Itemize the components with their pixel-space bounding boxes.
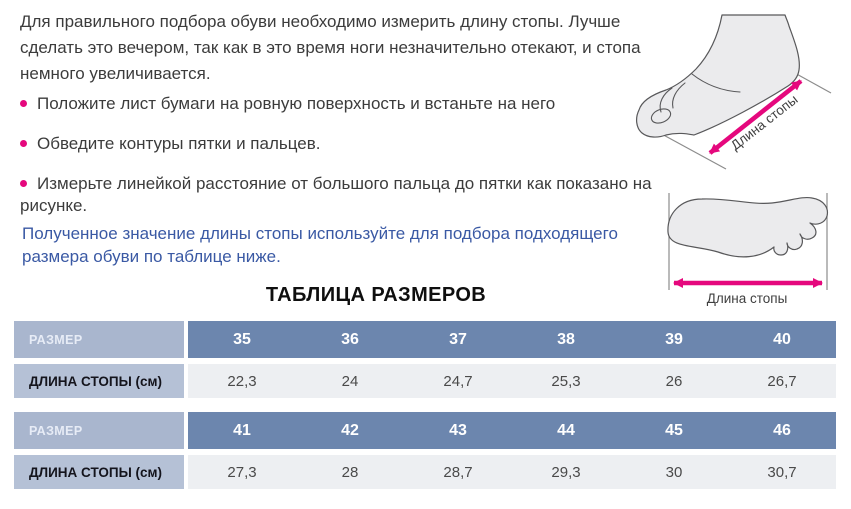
size-table-title: ТАБЛИЦА РАЗМЕРОВ — [265, 284, 487, 306]
length-cell: 25,3 — [512, 364, 620, 398]
size-cell: 39 — [620, 321, 728, 358]
size-cell: 46 — [728, 412, 836, 449]
extent-line-heel — [792, 71, 832, 94]
length-arrow-diagonal — [708, 79, 803, 155]
length-cell: 24 — [296, 364, 404, 398]
bullet-dot-icon — [20, 180, 27, 187]
instruction-bullet-2: Обведите контуры пятки и пальцев. — [20, 133, 676, 155]
sole-foot-illustration — [667, 196, 829, 258]
length-cell: 30,7 — [728, 455, 836, 489]
bullet-text: Положите лист бумаги на ровную поверхнос… — [37, 94, 556, 113]
size-cell: 42 — [296, 412, 404, 449]
instruction-bullet-3: Измерьте линейкой расстояние от большого… — [20, 173, 676, 217]
length-cell: 26 — [620, 364, 728, 398]
extent-line-toe — [657, 131, 727, 170]
size-cell: 38 — [512, 321, 620, 358]
note-paragraph: Полученное значение длины стопы использу… — [22, 224, 618, 266]
size-table-2: РАЗМЕР 41 42 43 44 45 46 ДЛИНА СТОПЫ (см… — [14, 412, 836, 489]
size-row: РАЗМЕР 41 42 43 44 45 46 — [14, 412, 836, 449]
size-cell: 44 — [512, 412, 620, 449]
length-cell: 24,7 — [404, 364, 512, 398]
bullet-dot-icon — [20, 140, 27, 147]
size-cell: 40 — [728, 321, 836, 358]
length-cell: 29,3 — [512, 455, 620, 489]
size-cell: 35 — [188, 321, 296, 358]
foot-side-view-diagram: Длина стопы — [636, 14, 832, 170]
foot-sole-view-diagram: Длина стопы — [667, 193, 829, 306]
length-row: ДЛИНА СТОПЫ (см) 27,3 28 28,7 29,3 30 30… — [14, 455, 836, 489]
toe-crease-line — [672, 82, 686, 109]
bullet-text: Измерьте линейкой расстояние от большого… — [20, 174, 652, 215]
length-row: ДЛИНА СТОПЫ (см) 22,3 24 24,7 25,3 26 26… — [14, 364, 836, 398]
length-row-header: ДЛИНА СТОПЫ (см) — [14, 455, 184, 489]
size-cell: 41 — [188, 412, 296, 449]
size-cell: 36 — [296, 321, 404, 358]
size-cell: 45 — [620, 412, 728, 449]
size-table-1: РАЗМЕР 35 36 37 38 39 40 ДЛИНА СТОПЫ (см… — [14, 321, 836, 398]
length-cell: 30 — [620, 455, 728, 489]
foot-length-label: Длина стопы — [707, 291, 788, 306]
length-cell: 28 — [296, 455, 404, 489]
size-row-header: РАЗМЕР — [14, 321, 184, 358]
length-cell: 26,7 — [728, 364, 836, 398]
size-row: РАЗМЕР 35 36 37 38 39 40 — [14, 321, 836, 358]
bullet-dot-icon — [20, 100, 27, 107]
intro-paragraph: Для правильного подбора обуви необходимо… — [20, 12, 641, 83]
length-cell: 28,7 — [404, 455, 512, 489]
length-row-header: ДЛИНА СТОПЫ (см) — [14, 364, 184, 398]
toenail-icon — [650, 108, 672, 124]
instruction-bullet-1: Положите лист бумаги на ровную поверхнос… — [20, 93, 676, 115]
length-cell: 22,3 — [188, 364, 296, 398]
side-foot-illustration — [636, 14, 800, 138]
length-cell: 27,3 — [188, 455, 296, 489]
size-cell: 43 — [404, 412, 512, 449]
size-cell: 37 — [404, 321, 512, 358]
bullet-text: Обведите контуры пятки и пальцев. — [37, 134, 321, 153]
size-row-header: РАЗМЕР — [14, 412, 184, 449]
